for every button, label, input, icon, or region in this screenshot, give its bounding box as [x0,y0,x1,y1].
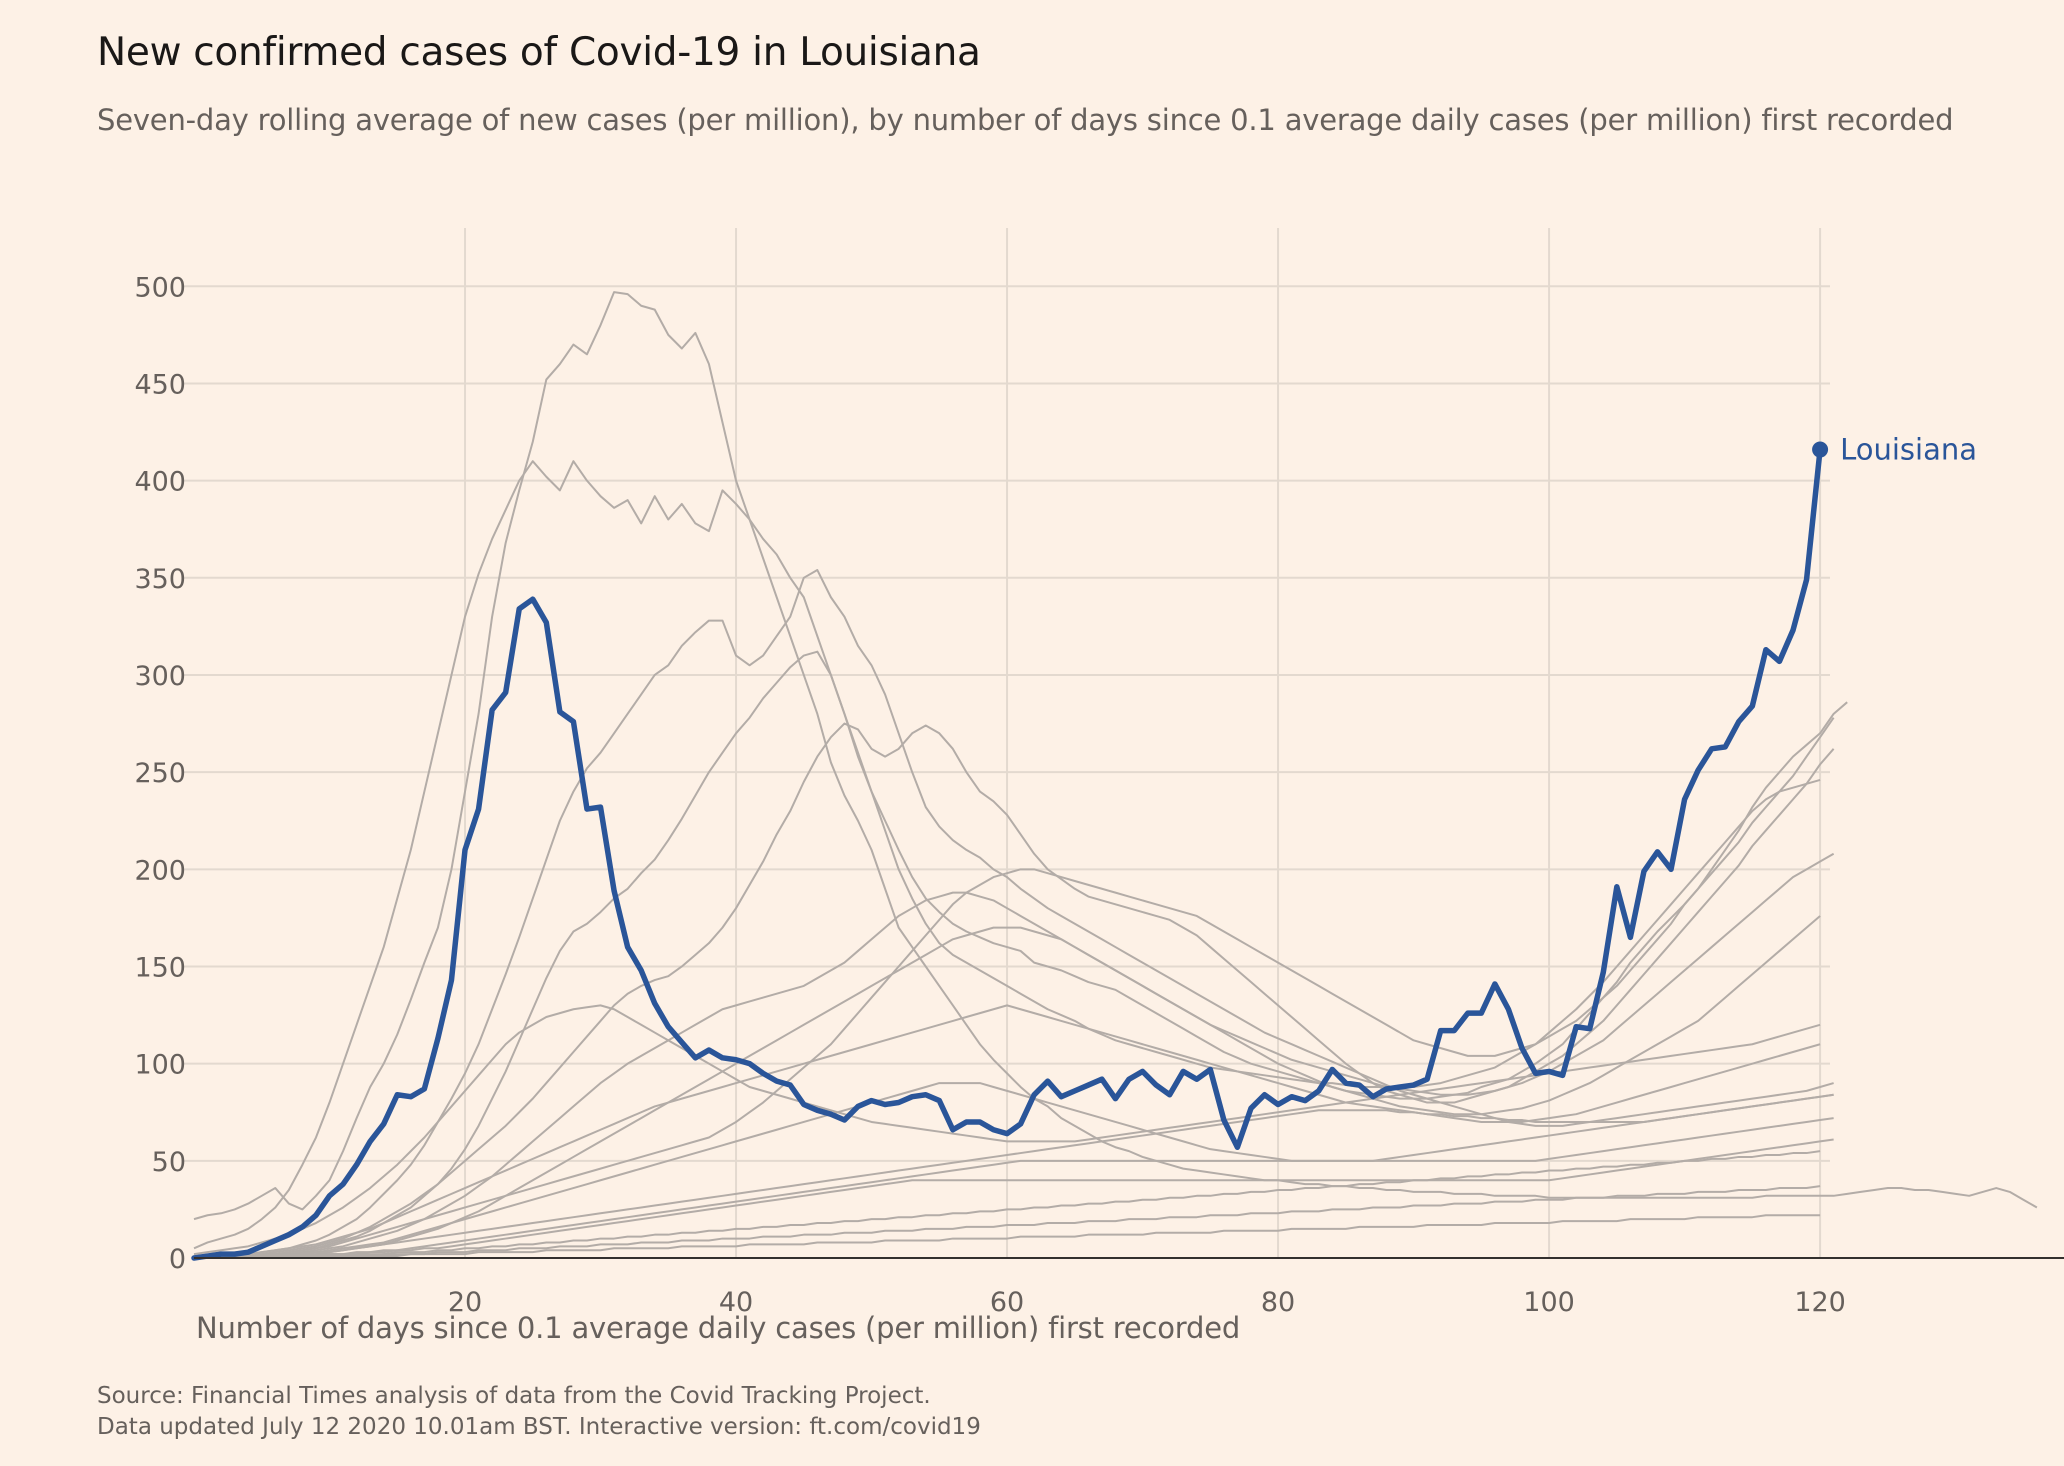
y-tick-label: 200 [134,855,186,886]
source-note: Source: Financial Times analysis of data… [97,1381,981,1443]
context-series-line [193,460,1835,1250]
context-series-line [194,701,1848,1259]
x-tick-label: 120 [1794,1287,1846,1318]
context-series-line [194,1150,1821,1259]
y-tick-label: 500 [134,272,186,303]
context-series-line [194,722,1835,1259]
x-tick-label: 80 [1261,1287,1295,1318]
y-tick-label: 100 [134,1050,186,1081]
context-series-line [194,1138,1834,1259]
context-series-line [194,1093,1834,1259]
y-tick-label: 50 [152,1147,186,1178]
context-series-line [194,1214,1821,1259]
context-series-line [194,1185,1821,1259]
chart-title: New confirmed cases of Covid-19 in Louis… [97,30,981,75]
y-tick-label: 0 [169,1244,186,1275]
context-series-line [194,1004,1821,1259]
y-tick-label: 350 [134,564,186,595]
louisiana-line [191,446,1823,1261]
source-line-2: Data updated July 12 2020 10.01am BST. I… [97,1414,981,1440]
context-series-line [194,915,1821,1259]
louisiana-label: Louisiana [1840,433,1977,467]
chart-subtitle: Seven-day rolling average of new cases (… [97,103,1954,137]
source-line-1: Source: Financial Times analysis of data… [97,1383,931,1409]
context-series-line [194,569,1834,1259]
context-series-line [194,1082,1834,1259]
y-tick-label: 150 [134,952,186,983]
x-tick-label: 60 [990,1287,1024,1318]
louisiana-end-marker [1812,441,1829,458]
x-tick-label: 40 [719,1287,753,1318]
y-tick-label: 450 [134,369,186,400]
context-series-line [193,291,2038,1221]
context-series-line [194,650,1821,1259]
context-series-line [194,1117,1834,1259]
x-tick-label: 20 [448,1287,482,1318]
context-series-line [194,852,1835,1259]
x-axis-label: Number of days since 0.1 average daily c… [196,1311,1241,1345]
context-lines [193,291,2038,1259]
axes: 0 50 100 150 200 250 300 350 400 450 500 20 40 60 80 10… [134,272,2064,1318]
y-tick-label: 250 [134,758,186,789]
louisiana-series: Louisiana [191,433,1977,1261]
y-tick-label: 300 [134,661,186,692]
y-tick-label: 400 [134,467,186,498]
gridlines [184,228,1830,1258]
x-tick-label: 100 [1523,1287,1575,1318]
